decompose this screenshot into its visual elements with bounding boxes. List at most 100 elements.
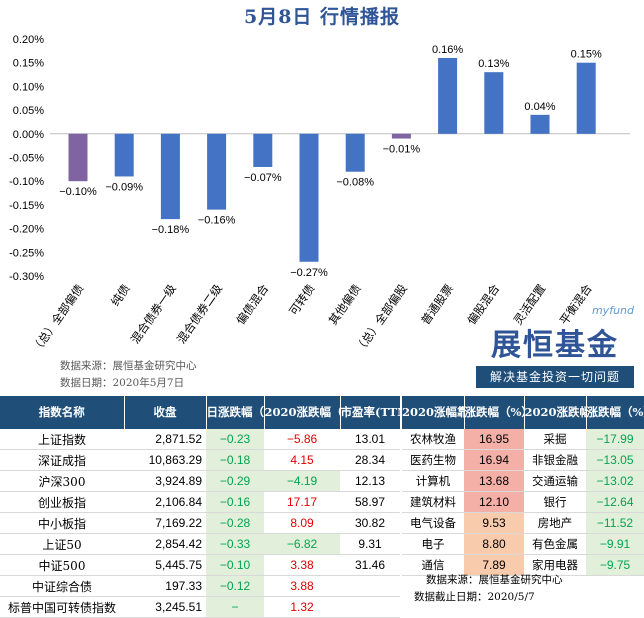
index-pe: 31.46 [340,554,400,576]
industry-top-change: 9.53 [464,512,524,534]
table-row: 沪深300 3,924.89 −0.29 −4.19 12.13 [0,470,400,492]
index-day-change: − [206,596,264,618]
data-label: −0.09% [105,181,143,193]
table-source-note: 数据来源：展恒基金研究中心 [426,574,563,586]
brand-logo: myfund 展恒基金 解决基金投资一切问题 [470,304,640,394]
column-header: 日涨跌幅（%） [206,396,265,429]
table-row: 上证50 2,854.42 −0.33 −6.82 9.31 [0,533,400,555]
index-pe: 28.34 [340,449,400,471]
industry-bottom-change: −9.91 [586,533,644,555]
column-header: 收盘 [124,396,207,429]
y-tick-label: 0.00% [13,129,44,141]
industry-bottom-change: −13.05 [586,449,644,471]
y-tick-label: 0.05% [13,105,44,117]
table-row: 通信 7.89 家用电器 −9.75 [402,554,644,576]
column-header: 涨跌幅（%） [586,396,644,429]
chart-date-note: 数据日期：2020年5月7日 [60,377,185,389]
index-name: 中证综合债 [0,575,124,597]
index-day-change: −0.16 [206,491,264,513]
data-label: −0.08% [336,177,374,189]
bar [299,133,319,262]
index-close: 10,863.29 [124,449,206,471]
index-ytd-change: −5.86 [264,429,340,450]
industry-top-name: 计算机 [402,470,464,492]
table-row: 计算机 13.68 交通运输 −13.02 [402,470,644,492]
y-tick-label: 0.15% [13,58,44,70]
index-day-change: −0.33 [206,533,264,555]
bar [114,133,134,177]
index-name: 沪深300 [0,470,124,492]
table-row: 中证500 5,445.75 −0.10 3.38 31.46 [0,554,400,576]
bars: −0.10% −0.09% −0.18% −0.16% −0.07% −0.27% −0.0… [59,44,602,279]
industry-bottom-name: 银行 [524,491,586,513]
table-row: 医药生物 16.94 非银金融 −13.05 [402,449,644,471]
index-day-change: −0.10 [206,554,264,576]
bar [484,72,504,134]
bar [438,57,458,134]
category-label: 混合债券二级 [174,281,225,346]
column-header: 2020涨跌幅（%） [264,396,341,429]
industry-bottom-change: −12.64 [586,491,644,513]
category-label: （总）全部偏债 [29,282,87,356]
data-label: −0.07% [244,172,282,184]
index-close: 2,854.42 [124,533,206,555]
y-tick-label: -0.05% [9,153,44,165]
industry-bottom-name: 有色金属 [524,533,586,555]
chart-source-note: 数据来源：展恒基金研究中心 [60,360,197,372]
industry-top-name: 电子 [402,533,464,555]
table-row: 农林牧渔 16.95 采掘 −17.99 [402,429,644,450]
index-ytd-change: 4.15 [264,449,340,471]
data-label: 0.15% [571,49,602,61]
category-label: 可转债 [286,282,317,318]
category-label: 混合债券一级 [128,281,179,346]
index-day-change: −0.12 [206,575,264,597]
industry-top-name: 建筑材料 [402,491,464,513]
index-pe [340,575,400,597]
table-row: 创业板指 2,106.84 −0.16 17.17 58.97 [0,491,400,513]
index-name: 中小板指 [0,512,124,534]
category-label: 其他偏债 [326,282,364,328]
bar [68,133,88,182]
column-header: 2020涨幅靠前行业 [402,396,465,429]
data-label: −0.18% [152,224,190,236]
index-close: 5,445.75 [124,554,206,576]
data-label: 0.13% [478,58,509,70]
index-day-change: −0.18 [206,449,264,471]
industry-top-name: 电气设备 [402,512,464,534]
industry-bottom-change: −17.99 [586,429,644,450]
industry-bottom-name: 非银金融 [524,449,586,471]
index-day-change: −0.29 [206,470,264,492]
index-name: 上证50 [0,533,124,555]
index-ytd-change: −4.19 [264,470,340,492]
index-name: 中证500 [0,554,124,576]
index-close: 7,169.22 [124,512,206,534]
industry-bottom-name: 家用电器 [524,554,586,576]
index-pe: 9.31 [340,533,400,555]
industry-bottom-change: −11.52 [586,512,644,534]
column-header: 指数名称 [0,396,125,429]
y-tick-label: -0.20% [9,224,44,236]
table-row: 上证指数 2,871.52 −0.23 −5.86 13.01 [0,429,400,450]
industry-top-change: 8.80 [464,533,524,555]
table-row: 中小板指 7,169.22 −0.28 8.09 30.82 [0,512,400,534]
index-ytd-change: 3.88 [264,575,340,597]
index-name: 标普中国可转债指数 [0,596,124,618]
index-name: 上证指数 [0,429,124,450]
y-tick-label: -0.10% [9,176,44,188]
index-ytd-change: 1.32 [264,596,340,618]
data-label: −0.01% [383,144,421,156]
column-header: 市盈率(TTM) [340,396,401,429]
index-close: 3,924.89 [124,470,206,492]
brand-tag: myfund [591,304,634,317]
index-ytd-change: 8.09 [264,512,340,534]
index-ytd-change: 3.38 [264,554,340,576]
y-tick-label: 0.10% [13,81,44,93]
industry-top-change: 16.94 [464,449,524,471]
table-row: 深证成指 10,863.29 −0.18 4.15 28.34 [0,449,400,471]
category-label: 普通股票 [418,282,456,328]
table-row: 中证综合债 197.33 −0.12 3.88 [0,575,400,597]
index-pe: 13.01 [340,429,400,450]
industry-top-name: 农林牧渔 [402,429,464,450]
industry-top-change: 7.89 [464,554,524,576]
